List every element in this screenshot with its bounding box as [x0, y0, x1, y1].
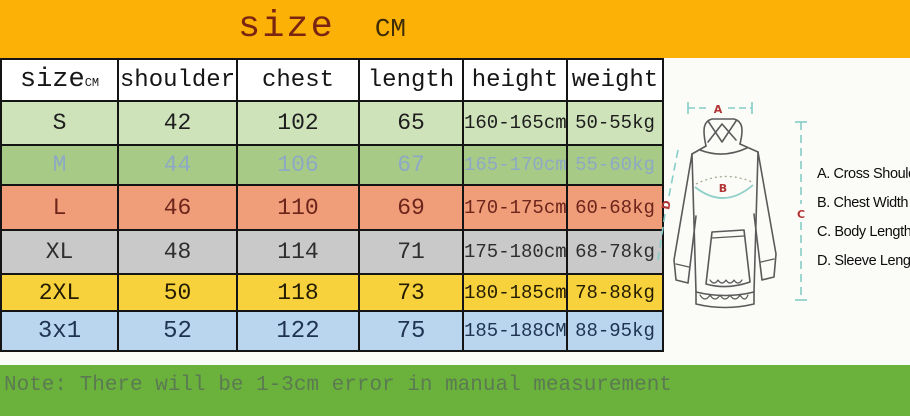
cell-size: 2XL	[0, 273, 119, 312]
cell-weight: 68-78kg	[566, 229, 664, 275]
hoodie-outline	[673, 118, 777, 309]
cell-shoulder: 46	[117, 184, 238, 231]
hood-outer	[703, 118, 743, 147]
cell-length: 75	[358, 310, 464, 352]
cell-shoulder: 48	[117, 229, 238, 275]
cell-chest: 110	[236, 184, 360, 231]
header-size: sizeCM	[0, 58, 119, 102]
cell-size: M	[0, 144, 119, 186]
header-weight: weight	[566, 58, 664, 102]
measurement-legend: A. Cross Shoulder B. Chest Width C. Body…	[817, 160, 910, 276]
cell-height: 165-170cm	[462, 144, 568, 186]
cell-height: 180-185cm	[462, 273, 568, 312]
cell-weight: 78-88kg	[566, 273, 664, 312]
measure-d-line	[657, 149, 679, 261]
table-row-2xl: 2XL 50 118 73 180-185cm 78-88kg	[0, 273, 664, 312]
cell-chest: 114	[236, 229, 360, 275]
cell-length: 65	[358, 100, 464, 146]
banner-title-size: size	[238, 6, 335, 48]
table-row-3x1: 3x1 52 122 75 185-188CM 88-95kg	[0, 310, 664, 352]
collar	[699, 147, 748, 155]
header-chest: chest	[236, 58, 360, 102]
legend-item-a: A. Cross Shoulder	[817, 166, 910, 182]
measure-a-label: A	[714, 103, 723, 116]
banner: size CM	[0, 0, 910, 58]
cell-shoulder: 42	[117, 100, 238, 146]
measure-d-label: D	[659, 199, 674, 211]
legend-item-d: D. Sleeve Length	[817, 253, 910, 269]
cell-height: 175-180cm	[462, 229, 568, 275]
legend-item-c: C. Body Length	[817, 224, 910, 240]
cell-chest: 122	[236, 310, 360, 352]
pocket-band	[711, 235, 745, 239]
cell-chest: 106	[236, 144, 360, 186]
cell-height: 170-175cm	[462, 184, 568, 231]
cell-length: 67	[358, 144, 464, 186]
pocket	[705, 229, 751, 288]
cell-height: 160-165cm	[462, 100, 568, 146]
measure-c-label: C	[797, 208, 805, 221]
cell-height: 185-188CM	[462, 310, 568, 352]
cell-length: 73	[358, 273, 464, 312]
measure-b-arc-bottom	[694, 184, 754, 199]
table-row-s: S 42 102 65 160-165cm 50-55kg	[0, 100, 664, 146]
banner-title-unit: CM	[374, 14, 407, 44]
pocket-wave	[709, 279, 743, 284]
cell-weight: 60-68kg	[566, 184, 664, 231]
header-shoulder: shoulder	[117, 58, 238, 102]
cell-length: 71	[358, 229, 464, 275]
header-length: length	[358, 58, 464, 102]
hoodie-diagram-svg: A B	[657, 102, 807, 309]
header-size-text: size	[19, 65, 85, 95]
cell-size: XL	[0, 229, 119, 275]
cell-shoulder: 52	[117, 310, 238, 352]
hem-ribbing	[699, 294, 749, 300]
table-row-m: M 44 106 67 165-170cm 55-60kg	[0, 144, 664, 186]
cell-length: 69	[358, 184, 464, 231]
cell-chest: 118	[236, 273, 360, 312]
table-row-l: L 46 110 69 170-175cm 60-68kg	[0, 184, 664, 231]
measure-a-line	[687, 102, 753, 114]
cell-weight: 88-95kg	[566, 310, 664, 352]
table-header-row: sizeCM shoulder chest length height weig…	[0, 58, 664, 102]
cell-size: L	[0, 184, 119, 231]
measure-b-label: B	[719, 182, 727, 195]
size-table: sizeCM shoulder chest length height weig…	[0, 58, 664, 352]
cell-size: 3x1	[0, 310, 119, 352]
cell-shoulder: 44	[117, 144, 238, 186]
cell-chest: 102	[236, 100, 360, 146]
cell-weight: 50-55kg	[566, 100, 664, 146]
cell-size: S	[0, 100, 119, 146]
hoodie-diagram: A B	[652, 92, 822, 347]
table-row-xl: XL 48 114 71 175-180cm 68-78kg	[0, 229, 664, 275]
hood-fold-x	[707, 123, 737, 143]
header-height: height	[462, 58, 568, 102]
hood-fold-v	[707, 120, 737, 143]
banner-title: size CM	[238, 6, 406, 48]
header-size-sub: CM	[84, 76, 100, 90]
legend-item-b: B. Chest Width	[817, 195, 909, 211]
cell-shoulder: 50	[117, 273, 238, 312]
measure-c-line	[795, 121, 807, 301]
cell-weight: 55-60kg	[566, 144, 664, 186]
note-bar: Note: There will be 1-3cm error in manua…	[0, 365, 910, 416]
